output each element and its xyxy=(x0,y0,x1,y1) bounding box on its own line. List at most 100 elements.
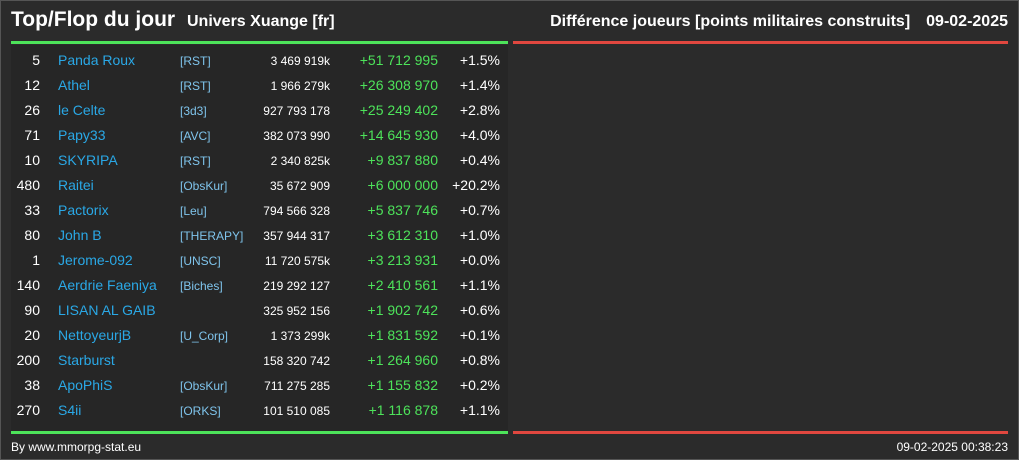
player-name-link[interactable]: SKYRIPA xyxy=(58,152,118,168)
player-points: 35 672 909 xyxy=(269,179,330,193)
player-row: 480 Raitei [ObsKur] 35 672 909 +6 000 000 +20… xyxy=(11,173,508,198)
player-rank: 20 xyxy=(24,327,40,343)
player-points: 3 469 919k xyxy=(270,54,330,68)
player-name-link[interactable]: Athel xyxy=(58,77,90,93)
player-alliance: [ObsKur] xyxy=(180,179,228,193)
top-divider-green xyxy=(11,41,508,44)
player-row: 26 le Celte [3d3] 927 793 178 +25 249 402 +2.… xyxy=(11,98,508,123)
ranking-date: 09-02-2025 xyxy=(926,13,1008,30)
percent-change: +1.0% xyxy=(459,227,500,243)
player-alliance: [Leu] xyxy=(180,204,207,218)
player-points: 219 292 127 xyxy=(263,279,330,293)
player-points: 325 952 156 xyxy=(263,304,330,318)
player-row: 10 SKYRIPA [RST] 2 340 825k +9 837 880 +0.4% xyxy=(11,148,508,173)
player-name-link[interactable]: Panda Roux xyxy=(58,52,136,68)
player-rank: 12 xyxy=(24,77,40,93)
percent-change: +2.8% xyxy=(459,102,500,118)
player-row: 5 Panda Roux [RST] 3 469 919k +51 712 995 +1.… xyxy=(11,48,508,73)
percent-change: +0.6% xyxy=(459,302,500,318)
percent-change: +20.2% xyxy=(452,177,500,193)
player-rank: 26 xyxy=(24,102,40,118)
player-rank: 270 xyxy=(16,402,40,418)
top-divider-red xyxy=(513,41,1008,44)
player-row: 71 Papy33 [AVC] 382 073 990 +14 645 930 +4.0% xyxy=(11,123,508,148)
player-alliance: [UNSC] xyxy=(180,254,221,268)
top-players-panel: 5 Panda Roux [RST] 3 469 919k +51 712 995 +1.… xyxy=(11,45,508,431)
percent-change: +0.1% xyxy=(459,327,500,343)
percent-change: +0.7% xyxy=(459,202,500,218)
player-name-link[interactable]: NettoyeurjB xyxy=(58,327,132,343)
player-alliance: [ORKS] xyxy=(180,404,221,418)
player-rank: 200 xyxy=(16,352,40,368)
points-difference: +9 837 880 xyxy=(367,152,438,168)
player-name-link[interactable]: Jerome-092 xyxy=(58,252,133,268)
percent-change: +0.4% xyxy=(459,152,500,168)
points-difference: +3 213 931 xyxy=(367,252,438,268)
points-difference: +26 308 970 xyxy=(359,77,438,93)
player-points: 11 720 575k xyxy=(264,254,330,268)
player-alliance: [ObsKur] xyxy=(180,379,228,393)
points-difference: +51 712 995 xyxy=(359,52,438,68)
bottom-divider-red xyxy=(513,431,1008,434)
player-name-link[interactable]: S4ii xyxy=(58,402,82,418)
ranking-type: Différence joueurs [points militaires co… xyxy=(550,13,911,30)
player-points: 382 073 990 xyxy=(263,129,330,143)
player-row: 33 Pactorix [Leu] 794 566 328 +5 837 746 +0.7… xyxy=(11,198,508,223)
player-rank: 38 xyxy=(24,377,40,393)
percent-change: +1.4% xyxy=(459,77,500,93)
player-row: 90 LISAN AL GAIB 325 952 156 +1 902 742 +0.6… xyxy=(11,298,508,323)
player-rank: 90 xyxy=(24,302,40,318)
player-name-link[interactable]: Papy33 xyxy=(58,127,106,143)
points-difference: +1 155 832 xyxy=(367,377,438,393)
percent-change: +0.0% xyxy=(459,252,500,268)
ranking-subtitle: Différence joueurs [points militaires co… xyxy=(550,13,1008,31)
player-name-link[interactable]: le Celte xyxy=(58,102,106,118)
player-alliance: [RST] xyxy=(180,54,211,68)
percent-change: +4.0% xyxy=(459,127,500,143)
player-row: 38 ApoPhiS [ObsKur] 711 275 285 +1 155 832 +0… xyxy=(11,373,508,398)
player-name-link[interactable]: Raitei xyxy=(58,177,94,193)
player-name-link[interactable]: LISAN AL GAIB xyxy=(58,302,156,318)
generated-timestamp: 09-02-2025 00:38:23 xyxy=(896,440,1008,454)
player-row: 270 S4ii [ORKS] 101 510 085 +1 116 878 +1.1% xyxy=(11,398,508,423)
percent-change: +1.1% xyxy=(459,402,500,418)
source-credit: By www.mmorpg-stat.eu xyxy=(11,440,142,454)
player-points: 927 793 178 xyxy=(263,104,330,118)
player-name-link[interactable]: Pactorix xyxy=(58,202,109,218)
player-points: 357 944 317 xyxy=(263,229,330,243)
player-alliance: [U_Corp] xyxy=(180,329,229,343)
points-difference: +1 902 742 xyxy=(367,302,438,318)
points-difference: +6 000 000 xyxy=(367,177,438,193)
player-points: 101 510 085 xyxy=(263,404,330,418)
percent-change: +0.2% xyxy=(459,377,500,393)
percent-change: +1.5% xyxy=(459,52,500,68)
player-alliance: [RST] xyxy=(180,154,211,168)
player-rank: 71 xyxy=(24,127,40,143)
player-rank: 140 xyxy=(16,277,40,293)
player-points: 711 275 285 xyxy=(264,379,330,393)
player-row: 140 Aerdrie Faeniya [Biches] 219 292 127 +2 … xyxy=(11,273,508,298)
player-alliance: [AVC] xyxy=(180,129,211,143)
player-rank: 5 xyxy=(32,52,40,68)
player-points: 2 340 825k xyxy=(270,154,330,168)
player-row: 20 NettoyeurjB [U_Corp] 1 373 299k +1 831 59… xyxy=(11,323,508,348)
points-difference: +2 410 561 xyxy=(367,277,438,293)
player-name-link[interactable]: John B xyxy=(58,227,102,243)
player-rank: 1 xyxy=(32,252,40,268)
player-alliance: [RST] xyxy=(180,79,211,93)
page-title: Top/Flop du jour xyxy=(11,8,176,31)
points-difference: +14 645 930 xyxy=(359,127,438,143)
points-difference: +3 612 310 xyxy=(367,227,438,243)
points-difference: +1 116 878 xyxy=(368,402,438,418)
points-difference: +1 831 592 xyxy=(367,327,438,343)
player-name-link[interactable]: Starburst xyxy=(58,352,115,368)
player-row: 200 Starburst 158 320 742 +1 264 960 +0.8% xyxy=(11,348,508,373)
player-name-link[interactable]: ApoPhiS xyxy=(58,377,113,393)
points-difference: +25 249 402 xyxy=(359,102,438,118)
player-name-link[interactable]: Aerdrie Faeniya xyxy=(58,277,157,293)
flop-players-panel xyxy=(513,45,1008,431)
player-points: 794 566 328 xyxy=(263,204,330,218)
player-points: 158 320 742 xyxy=(263,354,330,368)
points-difference: +5 837 746 xyxy=(367,202,438,218)
